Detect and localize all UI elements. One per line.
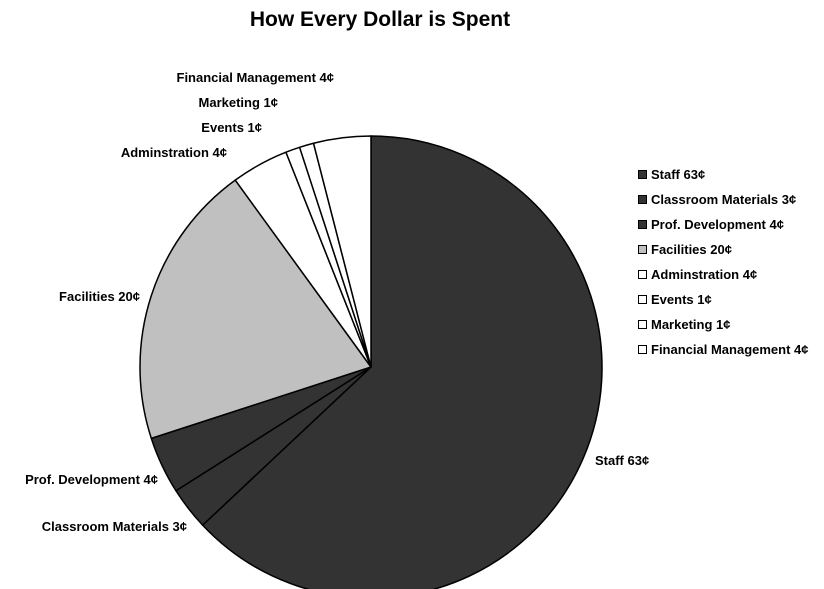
legend-item-adminstration-4: Adminstration 4¢	[638, 262, 809, 287]
legend-label: Financial Management 4¢	[651, 342, 809, 357]
legend-item-marketing-1: Marketing 1¢	[638, 312, 809, 337]
pie-slice-facilities-20	[139, 179, 372, 440]
legend-swatch	[638, 295, 647, 304]
legend-item-classroom-materials-3: Classroom Materials 3¢	[638, 187, 809, 212]
pie-slice-financial-management-4	[312, 135, 372, 368]
legend-swatch	[638, 220, 647, 229]
legend-swatch	[638, 170, 647, 179]
legend-item-prof-development-4: Prof. Development 4¢	[638, 212, 809, 237]
legend-label: Classroom Materials 3¢	[651, 192, 797, 207]
legend-label: Prof. Development 4¢	[651, 217, 784, 232]
legend-label: Events 1¢	[651, 292, 712, 307]
slice-label-facilities-20: Facilities 20¢	[59, 289, 140, 304]
slice-label-financial-management-4: Financial Management 4¢	[177, 70, 335, 85]
legend-swatch	[638, 195, 647, 204]
legend-label: Marketing 1¢	[651, 317, 731, 332]
chart-legend: Staff 63¢ Classroom Materials 3¢ Prof. Dev…	[638, 162, 809, 362]
pie-slice-staff-63	[201, 135, 603, 589]
legend-label: Staff 63¢	[651, 167, 706, 182]
legend-swatch	[638, 345, 647, 354]
legend-swatch	[638, 320, 647, 329]
slice-label-staff-63: Staff 63¢	[595, 453, 649, 468]
legend-item-facilities-20: Facilities 20¢	[638, 237, 809, 262]
slice-label-prof-development-4: Prof. Development 4¢	[25, 472, 158, 487]
legend-item-events-1: Events 1¢	[638, 287, 809, 312]
legend-swatch	[638, 270, 647, 279]
slice-label-adminstration-4: Adminstration 4¢	[121, 145, 227, 160]
slice-label-marketing-1: Marketing 1¢	[199, 95, 278, 110]
slice-label-events-1: Events 1¢	[201, 120, 262, 135]
legend-label: Adminstration 4¢	[651, 267, 758, 282]
legend-item-financial-management-4: Financial Management 4¢	[638, 337, 809, 362]
slice-label-classroom-materials-3: Classroom Materials 3¢	[42, 519, 187, 534]
chart-title: How Every Dollar is Spent	[249, 8, 511, 31]
legend-item-staff-63: Staff 63¢	[638, 162, 809, 187]
legend-swatch	[638, 245, 647, 254]
legend-label: Facilities 20¢	[651, 242, 732, 257]
